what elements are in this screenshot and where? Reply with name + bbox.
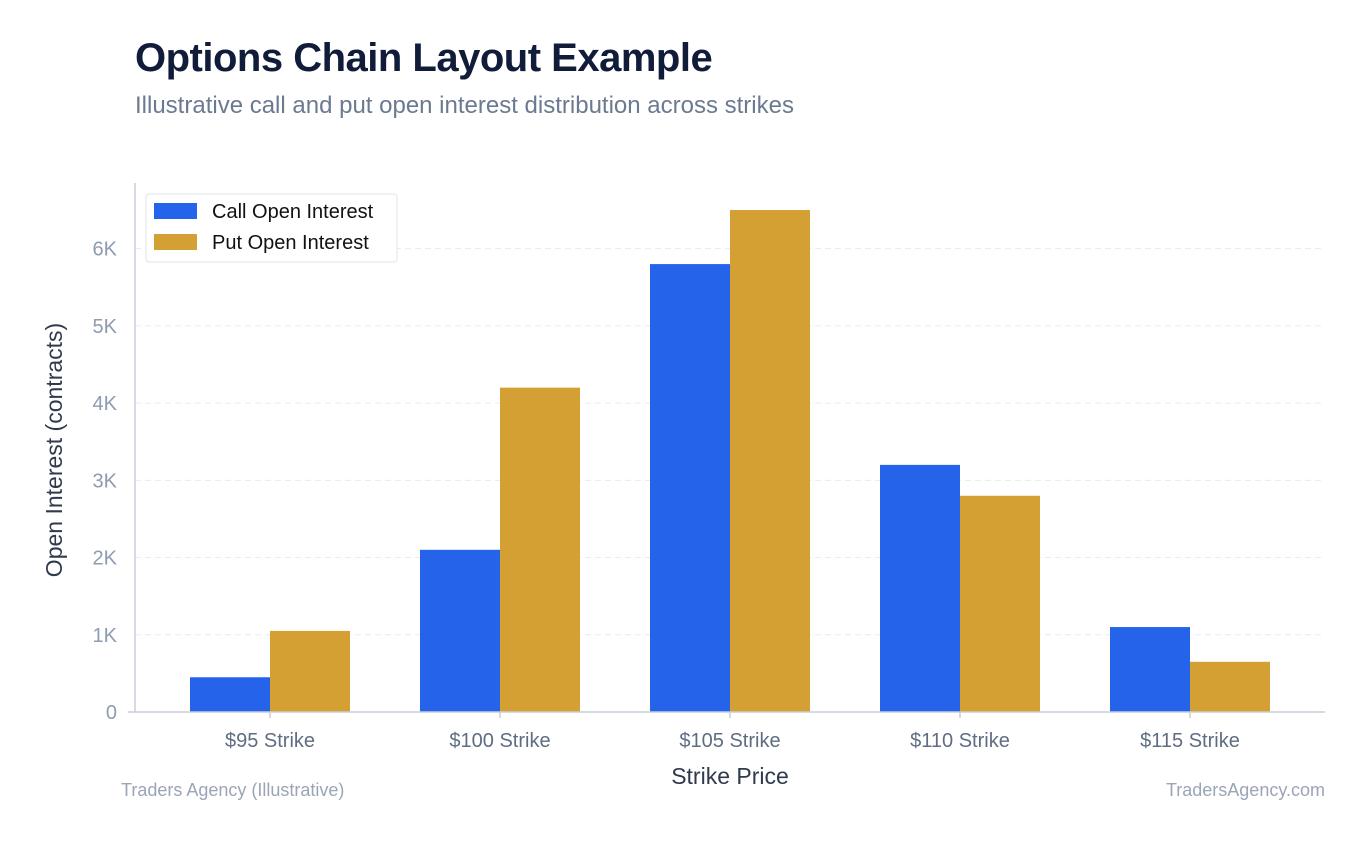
y-tick-label: 3K (93, 470, 118, 492)
chart-subtitle: Illustrative call and put open interest … (135, 92, 794, 119)
y-tick-label: 0 (106, 702, 117, 724)
x-tick-label: $100 Strike (449, 730, 550, 752)
legend-box (145, 193, 398, 263)
bar-put (1190, 661, 1270, 712)
bar-call (650, 264, 730, 712)
bar-call (880, 464, 960, 712)
bar-call (190, 677, 270, 712)
source-left: Traders Agency (Illustrative) (121, 780, 344, 800)
bar-put (500, 387, 580, 712)
legend-swatch-call (154, 203, 197, 219)
legend: Call Open Interest Put Open Interest (145, 193, 398, 263)
y-tick-label: 4K (93, 393, 118, 415)
y-tick-label: 2K (93, 548, 118, 570)
bar-put (730, 210, 810, 713)
source-right: TradersAgency.com (1166, 780, 1325, 800)
y-tick-label: 1K (93, 625, 118, 647)
chart-title: Options Chain Layout Example (135, 36, 713, 80)
axes (128, 183, 1325, 713)
bar-put (960, 495, 1040, 712)
legend-label-call: Call Open Interest (212, 201, 374, 223)
legend-swatch-put (154, 234, 197, 250)
legend-label-put: Put Open Interest (212, 232, 369, 254)
bar-call (420, 549, 500, 712)
x-tick-label: $115 Strike (1140, 730, 1240, 752)
x-tick-label: $105 Strike (679, 730, 780, 752)
y-tick-label: 6K (93, 239, 118, 261)
y-tick-labels: 0 1K 2K 3K 4K 5K 6K (93, 239, 118, 724)
bars (190, 210, 1270, 713)
x-tick-labels: $95 Strike $100 Strike $105 Strike $110 Str… (225, 712, 1240, 752)
x-tick-label: $95 Strike (225, 730, 315, 752)
x-axis-title: Strike Price (671, 763, 789, 789)
bar-put (270, 630, 350, 712)
bar-call (1110, 627, 1190, 712)
y-tick-label: 5K (93, 316, 118, 338)
y-axis-title: Open Interest (contracts) (41, 323, 67, 577)
x-tick-label: $110 Strike (910, 730, 1010, 752)
